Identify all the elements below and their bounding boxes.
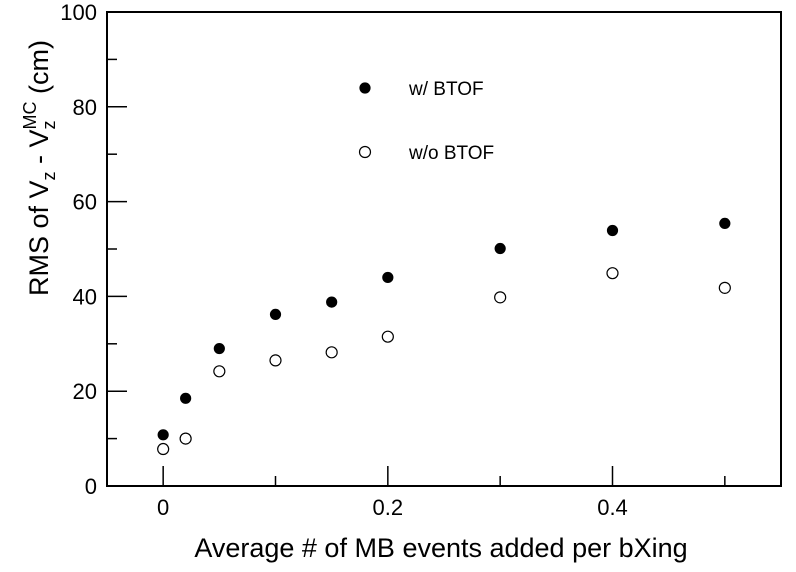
y-axis-title-suffix: (cm) [24, 40, 54, 101]
y-axis-title: RMS of Vz - VzMC (cm) [20, 40, 59, 296]
y-tick-label: 20 [73, 379, 97, 404]
open-point-2 [179, 432, 192, 445]
y-tick-label: 100 [60, 0, 97, 25]
open-point-2 [381, 330, 394, 343]
open-point-2 [606, 267, 619, 280]
x-tick-label: 0.4 [597, 495, 628, 520]
y-axis-title-mid: - V [24, 129, 54, 171]
legend: w/ BTOF w/o BTOF [358, 79, 494, 164]
open-point-2 [213, 365, 226, 378]
x-tick-label: 0.2 [373, 495, 404, 520]
y-axis-title-prefix: RMS of V [24, 180, 54, 296]
filled-point-1 [157, 429, 169, 441]
filled-point-1 [719, 217, 731, 230]
y-axis-title-sup2: MC [20, 101, 40, 129]
filled-point-1 [494, 242, 506, 255]
legend-marker [358, 145, 372, 159]
y-axis-title-sub1: z [39, 171, 59, 180]
filled-point-1 [269, 308, 282, 321]
data-points [157, 217, 731, 456]
open-point-2 [718, 281, 731, 294]
open-point-2 [494, 291, 507, 304]
filled-point-1 [213, 342, 225, 355]
x-axis-title: Average # of MB events added per bXing [194, 533, 687, 563]
legend-label: w/ BTOF [408, 79, 484, 100]
y-tick-label: 60 [73, 190, 97, 215]
filled-point-1 [326, 296, 338, 308]
y-axis-title-sub2: z [39, 120, 59, 129]
open-point-2 [157, 442, 170, 456]
x-tick-label: 0 [157, 495, 169, 520]
open-point-2 [325, 346, 338, 359]
filled-point-1 [382, 271, 394, 284]
plot-frame [106, 11, 782, 487]
axis-ticks [107, 11, 726, 487]
y-tick-label: 0 [85, 474, 97, 499]
tick-labels: 0 20 40 60 80 100 0 0.2 0.4 [60, 0, 628, 520]
legend-marker [359, 82, 371, 94]
y-tick-label: 40 [73, 284, 97, 309]
filled-point-1 [606, 224, 619, 237]
y-tick-label: 80 [73, 95, 97, 120]
legend-label: w/o BTOF [408, 143, 494, 164]
filled-point-1 [180, 392, 192, 404]
open-point-2 [269, 354, 282, 367]
